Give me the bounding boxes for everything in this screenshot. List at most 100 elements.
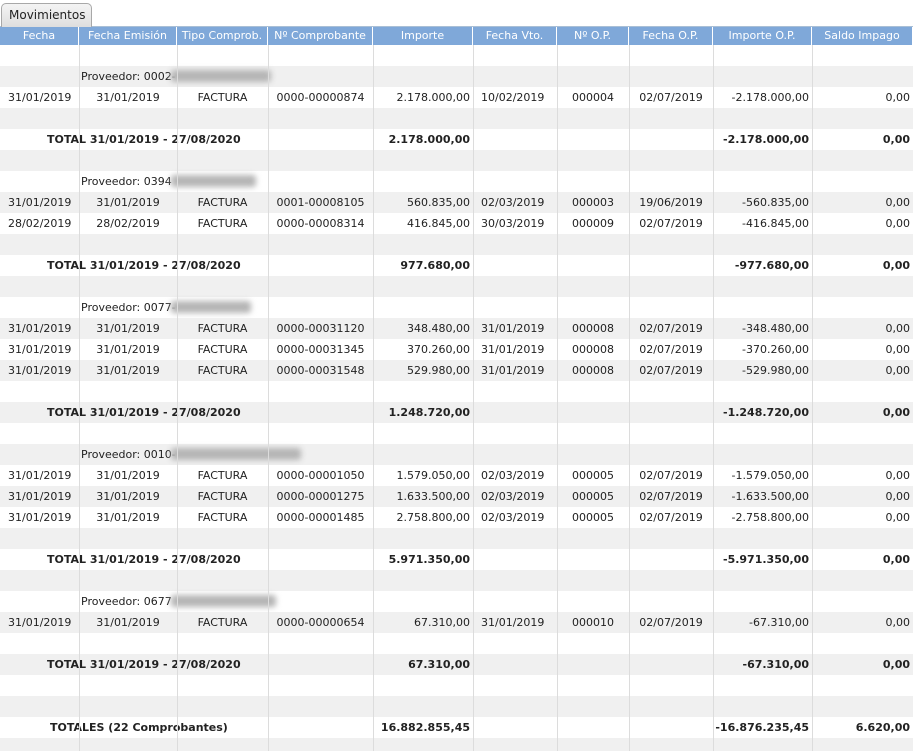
total-label: TOTAL 31/01/2019 - 27/08/2020 — [47, 658, 241, 671]
column-header: Fecha — [0, 27, 79, 45]
cell: 02/07/2019 — [639, 343, 703, 356]
column-divider — [557, 45, 558, 751]
cell: 0000-00000874 — [276, 91, 365, 104]
cell: 000008 — [572, 364, 614, 377]
cell: 416.845,00 — [407, 217, 470, 230]
redacted — [171, 301, 251, 313]
redacted — [171, 595, 276, 607]
cell: -416.845,00 — [742, 217, 809, 230]
total-saldo: 0,00 — [882, 133, 910, 146]
table-row: Proveedor: 0677 — [0, 591, 913, 612]
cell: 31/01/2019 — [96, 616, 160, 629]
cell: -370.260,00 — [742, 343, 809, 356]
total-saldo: 0,00 — [882, 259, 910, 272]
cell: 1.633.500,00 — [396, 490, 470, 503]
total-importe: 1.248.720,00 — [388, 406, 470, 419]
cell: 02/03/2019 — [481, 196, 545, 209]
grand-total-label: TOTALES (22 Comprobantes) — [50, 721, 228, 734]
cell: 31/01/2019 — [481, 343, 545, 356]
cell: 31/01/2019 — [8, 343, 72, 356]
cell: 02/07/2019 — [639, 490, 703, 503]
cell: 02/07/2019 — [639, 91, 703, 104]
total-importe-op: -1.248.720,00 — [723, 406, 809, 419]
cell: 0000-00001050 — [276, 469, 365, 482]
table-row — [0, 696, 913, 717]
cell: 02/03/2019 — [481, 469, 545, 482]
cell: -2.758.800,00 — [731, 511, 809, 524]
cell: 0001-00008105 — [276, 196, 365, 209]
cell: 19/06/2019 — [639, 196, 703, 209]
cell: 2.758.800,00 — [396, 511, 470, 524]
cell: -529.980,00 — [742, 364, 809, 377]
cell: 000010 — [572, 616, 614, 629]
cell: FACTURA — [197, 343, 248, 356]
column-divider — [812, 45, 813, 751]
table-row: 31/01/2019 31/01/2019 FACTURA 0000-00000874… — [0, 87, 913, 108]
table-row — [0, 738, 913, 751]
cell: 0000-00001275 — [276, 490, 365, 503]
column-header: Importe — [373, 27, 473, 45]
cell: 0,00 — [885, 490, 911, 503]
cell: 000009 — [572, 217, 614, 230]
cell: 31/01/2019 — [96, 511, 160, 524]
table-row: 31/01/2019 31/01/2019 FACTURA 0000-00001275… — [0, 486, 913, 507]
table-row — [0, 45, 913, 66]
column-header: Saldo Impago — [812, 27, 913, 45]
table-row — [0, 675, 913, 696]
grand-total-saldo: 6.620,00 — [855, 721, 910, 734]
cell: FACTURA — [197, 490, 248, 503]
column-header: Importe O.P. — [713, 27, 812, 45]
cell: 31/01/2019 — [8, 616, 72, 629]
column-header: Fecha Emisión — [79, 27, 177, 45]
cell: 28/02/2019 — [96, 217, 160, 230]
cell: 02/07/2019 — [639, 469, 703, 482]
table-row: Proveedor: 0002- — [0, 66, 913, 87]
cell: 02/07/2019 — [639, 511, 703, 524]
total-importe-op: -977.680,00 — [734, 259, 809, 272]
cell: 02/07/2019 — [639, 616, 703, 629]
cell: -67.310,00 — [749, 616, 809, 629]
table-row — [0, 633, 913, 654]
cell: -2.178.000,00 — [731, 91, 809, 104]
redacted — [171, 448, 301, 460]
total-importe: 2.178.000,00 — [388, 133, 470, 146]
cell: 30/03/2019 — [481, 217, 545, 230]
table-row — [0, 276, 913, 297]
table-row — [0, 381, 913, 402]
cell: 000005 — [572, 469, 614, 482]
cell: 529.980,00 — [407, 364, 470, 377]
supplier-label: Proveedor: 0002- — [81, 70, 176, 83]
column-header: Fecha O.P. — [629, 27, 713, 45]
redacted — [171, 70, 271, 82]
cell: 1.579.050,00 — [396, 469, 470, 482]
cell: 0,00 — [885, 469, 911, 482]
cell: 2.178.000,00 — [396, 91, 470, 104]
cell: 0,00 — [885, 322, 911, 335]
tab[interactable]: Movimientos — [1, 3, 92, 27]
cell: -560.835,00 — [742, 196, 809, 209]
cell: 0,00 — [885, 364, 911, 377]
cell: 370.260,00 — [407, 343, 470, 356]
table-row — [0, 528, 913, 549]
table-row: Proveedor: 0394 — [0, 171, 913, 192]
column-header: Fecha Vto. — [473, 27, 557, 45]
cell: 0,00 — [885, 196, 911, 209]
cell: 02/03/2019 — [481, 490, 545, 503]
supplier-label: Proveedor: 0394 — [81, 175, 172, 188]
total-label: TOTAL 31/01/2019 - 27/08/2020 — [47, 406, 241, 419]
column-divider — [713, 45, 714, 751]
column-divider — [177, 45, 178, 751]
cell: FACTURA — [197, 217, 248, 230]
total-label: TOTAL 31/01/2019 - 27/08/2020 — [47, 553, 241, 566]
cell: 0,00 — [885, 343, 911, 356]
cell: 0,00 — [885, 616, 911, 629]
column-divider — [629, 45, 630, 751]
cell: FACTURA — [197, 364, 248, 377]
cell: 0,00 — [885, 91, 911, 104]
table-row: 31/01/2019 31/01/2019 FACTURA 0001-00008105… — [0, 192, 913, 213]
column-divider — [79, 45, 80, 751]
cell: 31/01/2019 — [8, 469, 72, 482]
cell: 31/01/2019 — [96, 364, 160, 377]
cell: -348.480,00 — [742, 322, 809, 335]
cell: 28/02/2019 — [8, 217, 72, 230]
